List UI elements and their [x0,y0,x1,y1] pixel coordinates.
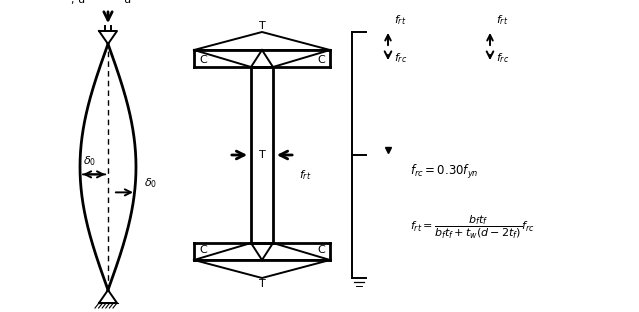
Text: C: C [317,55,325,65]
Text: T: T [259,21,265,31]
Text: $f_{rt}$: $f_{rt}$ [394,13,406,27]
Text: $f_{rc}$: $f_{rc}$ [496,51,509,65]
Text: $\delta_0$: $\delta_0$ [84,154,96,168]
Text: $\delta_0$: $\delta_0$ [144,176,157,190]
Text: $f_{rc}$: $f_{rc}$ [394,51,407,65]
Text: $f_{rt}$: $f_{rt}$ [299,168,311,182]
Text: C: C [199,245,207,255]
Text: u: u [125,0,132,5]
Text: $f_{rt}$: $f_{rt}$ [496,13,509,27]
Text: C: C [199,55,207,65]
Text: C: C [317,245,325,255]
Text: T: T [259,279,265,289]
Text: $f_{rc} = 0.30f_{yn}$: $f_{rc} = 0.30f_{yn}$ [410,163,479,181]
Text: , u: , u [71,0,85,5]
Text: T: T [259,150,265,160]
Text: $f_{rt} = \dfrac{b_f t_f}{b_f t_f + t_w(d - 2t_f)} f_{rc}$: $f_{rt} = \dfrac{b_f t_f}{b_f t_f + t_w(… [410,213,535,241]
